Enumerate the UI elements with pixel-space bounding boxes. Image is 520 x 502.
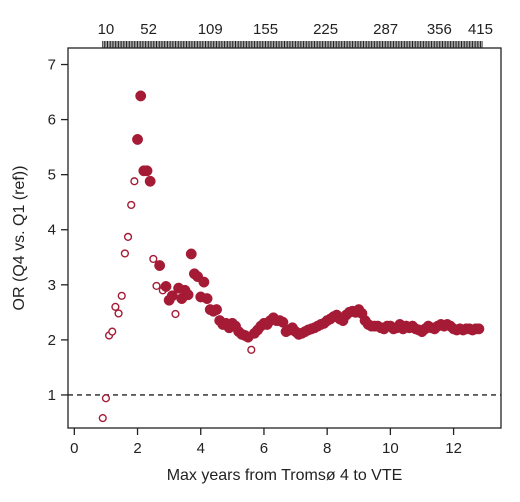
x-tick-label: 4 (197, 440, 205, 457)
solid-point (154, 260, 166, 271)
x-tick-label: 6 (260, 440, 268, 457)
x-axis-labels: 0 2 4 6 8 10 12 (70, 440, 462, 457)
open-point (247, 345, 256, 354)
y-tick-label: 4 (48, 222, 56, 239)
top-tick-label: 415 (468, 21, 493, 38)
solid-point (211, 304, 222, 316)
open-point (130, 177, 139, 186)
solid-point (144, 175, 156, 187)
solid-point (132, 133, 143, 145)
x-tick-label: 8 (323, 440, 331, 457)
open-point (152, 281, 161, 291)
open-point (127, 200, 136, 210)
top-tick-label: 52 (140, 21, 157, 38)
open-point (98, 413, 107, 423)
solid-point (135, 90, 147, 102)
open-point (114, 309, 123, 318)
x-tick-label: 2 (133, 440, 141, 457)
top-tick-label: 109 (198, 21, 223, 38)
solid-point (185, 248, 197, 260)
x-tick-label: 12 (445, 440, 462, 457)
open-point (120, 249, 129, 258)
top-tick-label: 155 (253, 21, 278, 38)
y-axis-ticks (61, 63, 68, 396)
solid-point (198, 276, 210, 288)
top-tick-label: 10 (98, 21, 115, 38)
open-point (149, 254, 158, 264)
x-axis-title: Max years from Tromsø 4 to VTE (167, 467, 403, 484)
y-axis-title: OR (Q4 vs. Q1 (ref)) (11, 166, 28, 311)
y-axis-labels: 1 2 3 4 5 6 7 (48, 57, 56, 404)
solid-point (141, 165, 153, 177)
open-point (111, 302, 120, 311)
top-axis-labels: 10 52 109 155 225 287 356 415 (98, 21, 493, 38)
open-point (117, 291, 126, 300)
y-tick-label: 7 (48, 57, 56, 74)
solid-point (182, 289, 194, 301)
open-point (101, 394, 111, 403)
y-tick-label: 3 (48, 277, 56, 294)
y-tick-label: 1 (48, 387, 56, 404)
plot-frame (67, 47, 502, 429)
open-point (108, 327, 117, 336)
x-axis-ticks (73, 428, 455, 435)
top-axis-ticks (102, 41, 483, 48)
top-tick-label: 225 (313, 21, 338, 38)
top-tick-label: 356 (427, 21, 452, 38)
solid-point (160, 281, 172, 292)
solid-point (473, 323, 485, 335)
y-tick-label: 5 (48, 167, 56, 184)
top-tick-label: 287 (373, 21, 398, 38)
y-tick-label: 2 (48, 332, 56, 349)
open-point (123, 232, 133, 241)
x-tick-label: 10 (382, 440, 399, 457)
open-point (171, 309, 180, 319)
x-tick-label: 0 (70, 440, 78, 457)
data-points (98, 90, 485, 423)
solid-point (201, 293, 213, 305)
y-tick-label: 6 (48, 112, 56, 129)
